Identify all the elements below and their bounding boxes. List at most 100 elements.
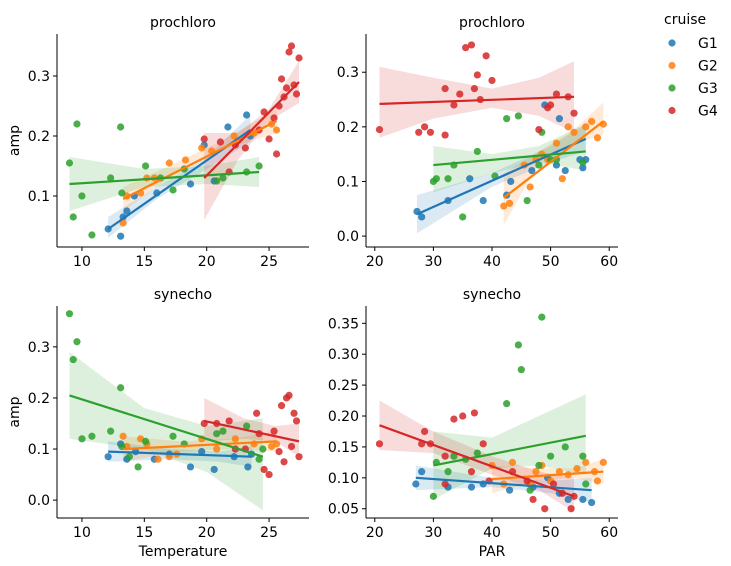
point-g2 [573,464,581,473]
y-tick-label: 0.05 [328,502,359,518]
point-g3 [503,400,511,408]
fit-line-g3 [433,434,586,467]
point-g3 [213,177,221,185]
x-tick-label: 40 [483,525,501,541]
point-g2 [552,139,561,147]
fit-line-g4 [379,95,575,106]
point-g1 [555,115,563,123]
point-g3 [69,213,77,221]
point-g2 [198,144,206,152]
point-g2 [231,435,239,443]
point-g2 [165,159,173,167]
point-g3 [503,115,511,123]
point-g3 [473,147,481,156]
legend-label-g2: G2 [698,59,718,75]
point-g4 [285,391,293,399]
point-g4 [421,123,429,131]
point-g3 [459,213,467,221]
y-tick-label: 0.2 [337,120,359,136]
fit-line-g2 [123,440,277,451]
y-tick-label: 0.10 [328,471,359,487]
x-tick-label: 10 [73,254,91,270]
x-tick-label: 60 [600,254,618,270]
point-g4 [441,85,449,93]
ci-band-g4 [204,397,300,457]
point-g1 [528,166,536,175]
point-g4 [285,48,293,56]
x-tick-label: 20 [198,254,216,270]
y-tick-label: 0.0 [337,229,359,245]
point-g4 [292,417,301,425]
point-g1 [588,498,596,507]
point-g1 [552,161,561,169]
point-g1 [104,453,112,461]
point-g1 [123,207,131,215]
point-g1 [579,164,587,172]
point-g3 [69,356,77,364]
x-tick-label: 10 [73,525,91,541]
point-g3 [117,123,125,131]
y-tick-label: 0.25 [328,378,359,394]
point-g3 [65,159,74,167]
panel-2: 20 30 40 50 60 0.0 0.1 0.2 0.3 prochloro [337,15,618,270]
y-tick-label: 0.1 [28,189,50,205]
point-g3 [65,310,74,318]
x-tick-label: 20 [366,525,384,541]
fit-line-g1 [415,476,592,492]
point-g1 [244,463,252,471]
legend-marker-g1 [668,39,676,47]
x-tick-label: 30 [424,254,442,270]
point-g4 [450,415,458,423]
legend-marker-g3 [668,84,676,92]
point-g4 [441,480,449,488]
point-g2 [213,445,221,453]
fit-line-g3 [69,394,264,458]
point-g3 [169,186,177,194]
point-g4 [290,81,298,89]
point-g4 [295,453,303,461]
x-tick-label: 25 [260,525,278,541]
point-g2 [119,432,127,440]
ci-band-g4 [204,61,300,220]
point-g1 [479,196,487,205]
point-g3 [523,196,531,205]
panel-1: 10 15 20 25 0.1 0.2 0.3 prochloro amp [7,15,309,270]
legend: cruise G1 G2 G3 G4 [664,12,718,120]
y-tick-label: 0.3 [28,340,50,356]
point-g3 [538,313,546,321]
point-g3 [134,463,142,471]
point-g3 [526,486,534,494]
point-g4 [375,440,384,448]
y-tick-label: 0.1 [337,174,359,190]
point-g1 [579,495,587,504]
panel-title: synecho [154,287,212,303]
point-g2 [593,134,602,142]
point-g3 [107,174,115,182]
point-g4 [567,505,575,513]
point-g4 [375,125,384,134]
point-g3 [535,161,543,169]
y-tick-label: 0.3 [337,65,359,81]
point-g3 [582,480,590,488]
point-g4 [459,412,467,420]
point-g2 [570,128,578,136]
point-g4 [270,114,278,122]
point-g4 [280,458,288,466]
point-g1 [210,465,218,474]
point-g2 [272,126,281,134]
point-g3 [118,189,126,197]
legend-label-g3: G3 [698,81,718,97]
y-tick-label: 0.35 [328,316,359,332]
point-g1 [224,123,232,131]
point-g1 [505,486,514,494]
point-g4 [470,85,479,93]
point-g3 [579,158,587,166]
point-g4 [467,468,476,476]
point-g2 [532,468,540,476]
point-g1 [186,463,195,471]
point-g4 [441,452,449,460]
y-tick-label: 0.3 [28,69,50,85]
point-g4 [549,480,558,488]
fit-line-g4 [203,81,300,179]
point-g4 [265,135,273,143]
